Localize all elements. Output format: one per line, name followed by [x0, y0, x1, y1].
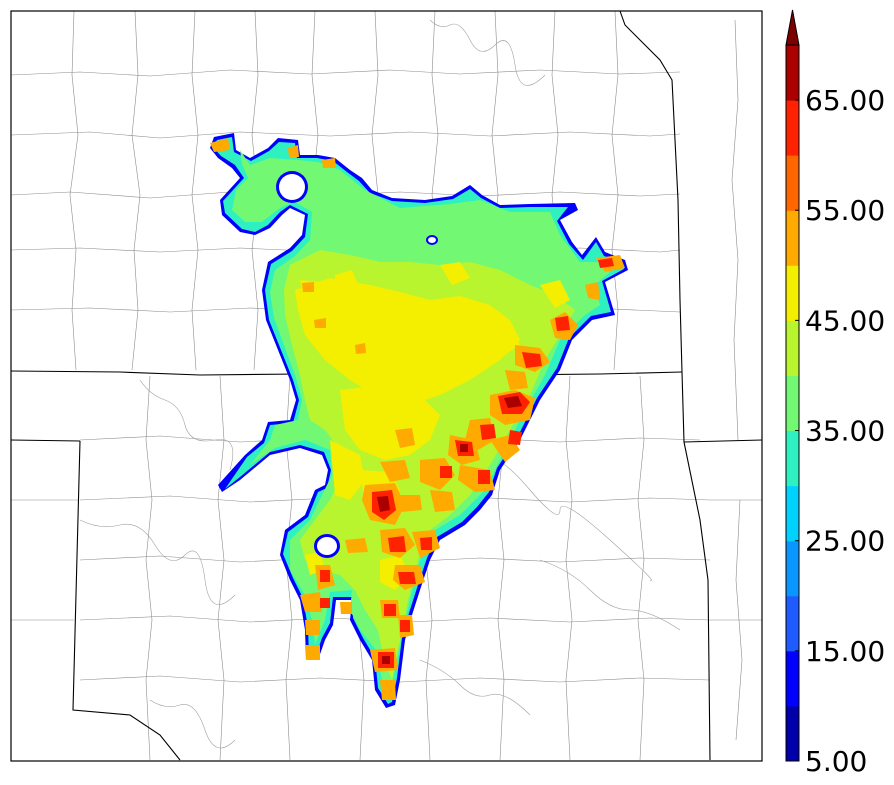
- colorbar-tick-label: 55.00: [805, 194, 885, 227]
- field-holes: [276, 171, 438, 558]
- colorbar-extend-arrow: [785, 9, 800, 46]
- field-darkred-blobs: [377, 396, 522, 664]
- field-red-blobs: [320, 258, 614, 668]
- colorbar-labels: 5.00 15.00 25.00 35.00 45.00 55.00 65.00: [795, 84, 885, 778]
- colorbar-outline: [785, 44, 800, 762]
- map-panel: [10, 10, 763, 762]
- colorbar-tick-label: 65.00: [805, 84, 885, 117]
- colorbar-segment: [786, 540, 799, 597]
- colorbar-segment: [786, 430, 799, 487]
- colorbar-segment: [786, 155, 799, 211]
- colorbar-tick-label: 25.00: [805, 525, 885, 558]
- colorbar-segment: [786, 100, 799, 156]
- colorbar-segment: [786, 705, 799, 762]
- colorbar-segment: [786, 45, 799, 101]
- colorbar-segment: [786, 375, 799, 432]
- colorbar-tick-label: 15.00: [805, 635, 885, 668]
- reflectivity-field: [210, 133, 628, 708]
- colorbar-segment: [786, 265, 799, 321]
- colorbar-segment: [786, 320, 799, 376]
- colorbar-tick-label: 5.00: [805, 745, 867, 778]
- colorbar-segment: [786, 210, 799, 266]
- colorbar-segment: [786, 650, 799, 707]
- colorbar-segment: [786, 485, 799, 542]
- colorbar-tick-label: 45.00: [805, 304, 885, 337]
- colorbar: [785, 9, 800, 762]
- colorbar-segment: [786, 595, 799, 652]
- colorbar-tick-label: 35.00: [805, 415, 885, 448]
